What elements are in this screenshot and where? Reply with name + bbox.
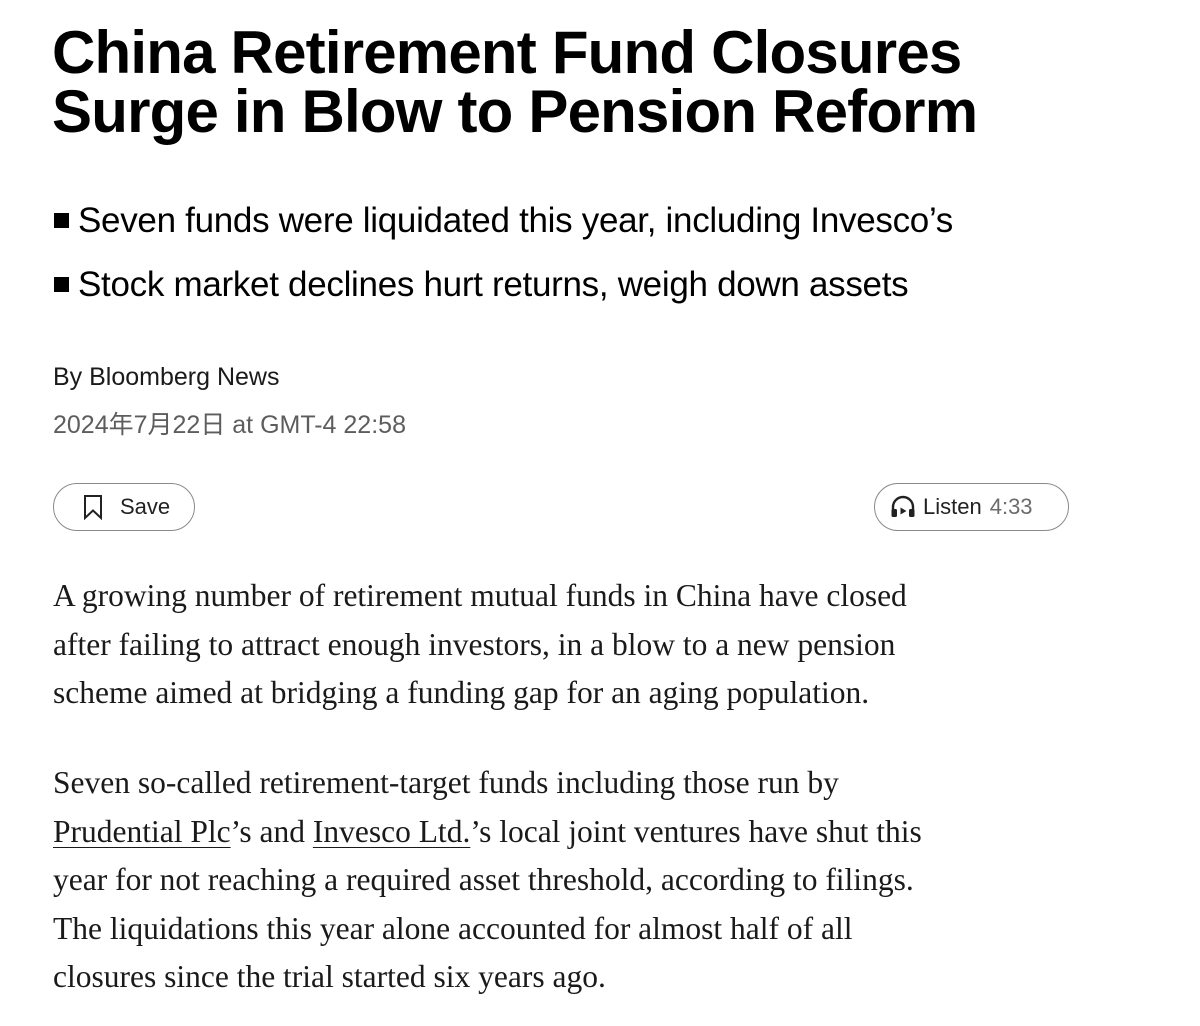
save-button-label: Save: [120, 494, 171, 519]
byline: By Bloomberg News: [53, 363, 280, 391]
invesco-link[interactable]: Invesco Ltd.: [312, 813, 471, 849]
summary-bullets: Seven funds were liquidated this year, i…: [52, 196, 953, 324]
paragraph-line: after failing to attract enough investor…: [53, 626, 896, 662]
paragraph-line: Prudential Plc’s and Invesco Ltd.’s loca…: [53, 808, 1163, 857]
paragraph-line: Seven so-called retirement-target funds …: [53, 765, 839, 800]
paragraph-text: ’s and: [230, 813, 313, 849]
bullet-square-icon: [54, 213, 69, 228]
bullet-square-icon: [54, 277, 69, 292]
listen-button[interactable]: Listen 4:33: [874, 483, 1069, 531]
paragraph-line: The liquidations this year alone account…: [53, 910, 853, 946]
prudential-link[interactable]: Prudential Plc: [53, 813, 231, 849]
headline-line-2: Surge in Blow to Pension Reform: [52, 78, 978, 145]
save-button[interactable]: Save: [53, 483, 195, 531]
listen-duration: 4:33: [989, 494, 1033, 519]
paragraph-line: A growing number of retirement mutual fu…: [53, 578, 907, 613]
paragraph-text: ’s local joint ventures have shut this: [470, 813, 922, 849]
summary-bullet: Stock market declines hurt returns, weig…: [52, 260, 953, 324]
publish-timestamp: 2024年7月22日 at GMT-4 22:58: [53, 411, 406, 439]
summary-bullet-text: Seven funds were liquidated this year, i…: [78, 201, 953, 240]
paragraph-line: year for not reaching a required asset t…: [53, 862, 914, 897]
summary-bullet: Seven funds were liquidated this year, i…: [52, 196, 953, 260]
bookmark-icon: [82, 494, 104, 520]
headline-line-1: China Retirement Fund Closures: [52, 19, 962, 86]
article-paragraph: A growing number of retirement mutual fu…: [53, 572, 1163, 718]
headline: China Retirement Fund Closures Surge in …: [52, 19, 1172, 145]
listen-button-label: Listen: [923, 494, 982, 519]
paragraph-line: scheme aimed at bridging a funding gap f…: [53, 675, 870, 710]
headphones-icon: [889, 494, 917, 520]
summary-bullet-text: Stock market declines hurt returns, weig…: [78, 265, 909, 304]
article-paragraph: Seven so-called retirement-target funds …: [53, 759, 1163, 1002]
paragraph-line: closures since the trial started six yea…: [53, 959, 606, 994]
